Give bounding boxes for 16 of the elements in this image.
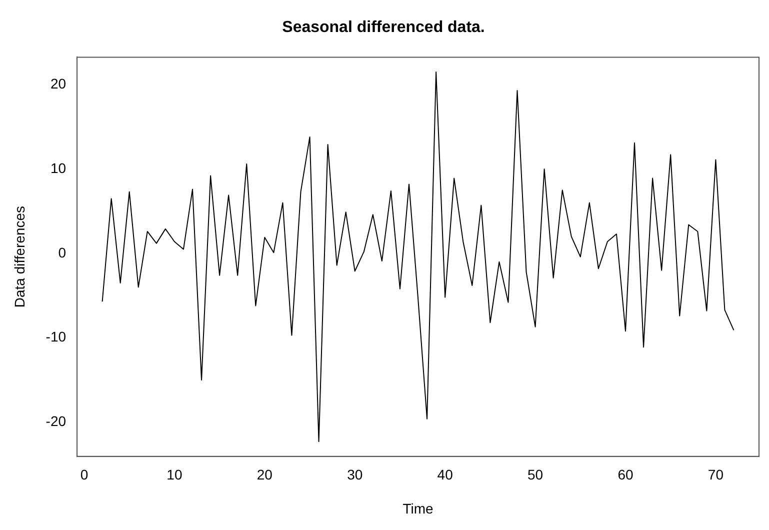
y-tick-label: 20 (50, 75, 66, 92)
chart-title: Seasonal differenced data. (282, 19, 485, 36)
x-tick-label: 30 (347, 466, 363, 483)
y-tick-label: 10 (50, 160, 66, 176)
x-tick-label: 70 (708, 466, 724, 483)
y-tick-label: 0 (58, 244, 66, 260)
x-tick-label: 20 (256, 466, 273, 483)
y-tick-label: -20 (46, 413, 66, 430)
y-axis-title: Data differences (11, 206, 28, 308)
x-tick-label: 10 (166, 466, 182, 483)
y-tick-label: -10 (46, 328, 66, 345)
x-tick-label: 40 (437, 466, 454, 483)
x-tick-label: 60 (618, 466, 634, 483)
x-tick-label: 0 (80, 466, 88, 483)
x-axis-title: Time (402, 500, 434, 516)
x-tick-label: 50 (527, 466, 544, 483)
